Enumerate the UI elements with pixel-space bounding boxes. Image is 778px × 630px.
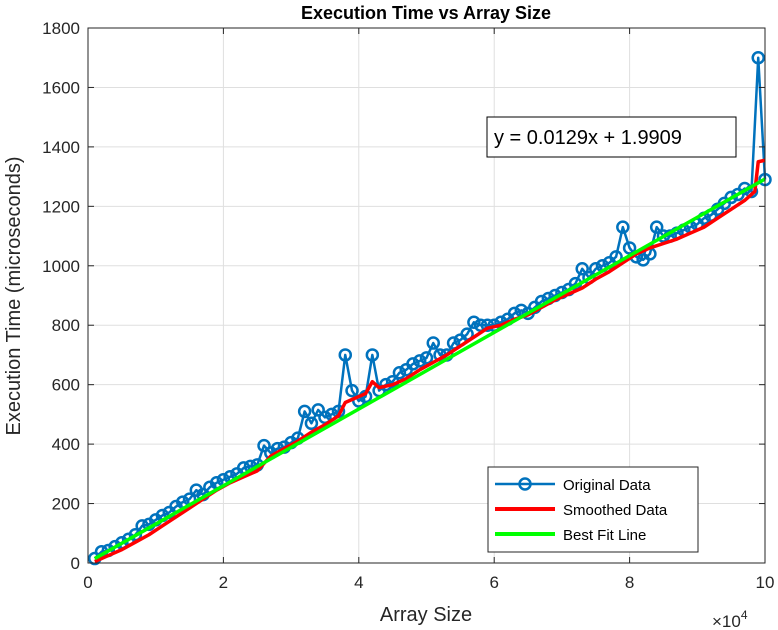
y-tick-label: 1000 xyxy=(42,257,80,276)
x-tick-label: 2 xyxy=(219,573,228,592)
equation-annotation: y = 0.0129x + 1.9909 xyxy=(486,116,737,158)
y-axis-label: Execution Time (microseconds) xyxy=(3,157,25,436)
x-axis-label: Array Size xyxy=(380,604,472,626)
original-data-point xyxy=(724,190,738,205)
original-data-point xyxy=(365,348,380,362)
y-tick-label: 600 xyxy=(52,376,80,395)
original-data-markers xyxy=(88,50,772,566)
original-data-point xyxy=(575,262,589,276)
legend-label-bestfit: Best Fit Line xyxy=(563,527,646,544)
series-line-best-fit xyxy=(93,177,766,561)
chart-title: Execution Time vs Array Size xyxy=(301,3,551,23)
legend-label-smoothed: Smoothed Data xyxy=(563,502,668,519)
legend-marker-original xyxy=(518,477,532,491)
original-data-point xyxy=(257,438,271,453)
equation-text: y = 0.0129x + 1.9909 xyxy=(494,127,682,149)
legend-item-original: Original Data xyxy=(495,477,651,494)
original-data-point xyxy=(426,336,441,350)
original-data-point xyxy=(345,383,359,398)
x-exponent-base: ×10 xyxy=(712,612,741,630)
original-data-point xyxy=(297,404,312,419)
y-tick-label: 1800 xyxy=(42,19,80,38)
original-data-point xyxy=(616,220,630,234)
original-data-point xyxy=(649,220,664,234)
y-tick-label: 1600 xyxy=(42,78,80,97)
y-tick-label: 1400 xyxy=(42,138,80,157)
x-tick-label: 8 xyxy=(625,573,634,592)
x-tick-label: 0 xyxy=(83,573,92,592)
plot-frame xyxy=(87,27,766,564)
x-axis-exponent: ×104 xyxy=(712,608,748,630)
original-data-point xyxy=(412,354,427,368)
y-tick-label: 200 xyxy=(52,495,80,514)
original-data-point xyxy=(406,357,420,371)
original-data-point xyxy=(304,416,319,431)
y-tick-label: 0 xyxy=(71,554,80,573)
original-data-point xyxy=(392,366,407,380)
original-data-point xyxy=(751,50,765,65)
x-exponent-power: 4 xyxy=(741,608,748,622)
series-layer xyxy=(88,50,772,566)
x-tick-label: 6 xyxy=(489,573,498,592)
axis-ticks: 0 2 4 6 8 10 0 200 400 600 800 1000 1200 1400 1600 1800 xyxy=(42,19,774,592)
original-data-point xyxy=(656,229,671,243)
legend-item-smoothed: Smoothed Data xyxy=(495,502,668,519)
legend-item-bestfit: Best Fit Line xyxy=(495,527,646,544)
original-data-point xyxy=(419,351,434,365)
original-data-point xyxy=(467,315,481,329)
x-tick-label: 10 xyxy=(756,573,775,592)
original-data-point xyxy=(311,403,325,417)
y-tick-label: 800 xyxy=(52,316,80,335)
y-tick-label: 1200 xyxy=(42,197,80,216)
legend: Original Data Smoothed Data Best Fit Lin… xyxy=(487,466,699,553)
legend-label-original: Original Data xyxy=(563,477,651,494)
original-data-point xyxy=(338,348,353,362)
x-tick-label: 4 xyxy=(354,573,363,592)
equation-box xyxy=(486,116,737,158)
original-data-point xyxy=(622,241,637,255)
y-tick-label: 400 xyxy=(52,435,80,454)
